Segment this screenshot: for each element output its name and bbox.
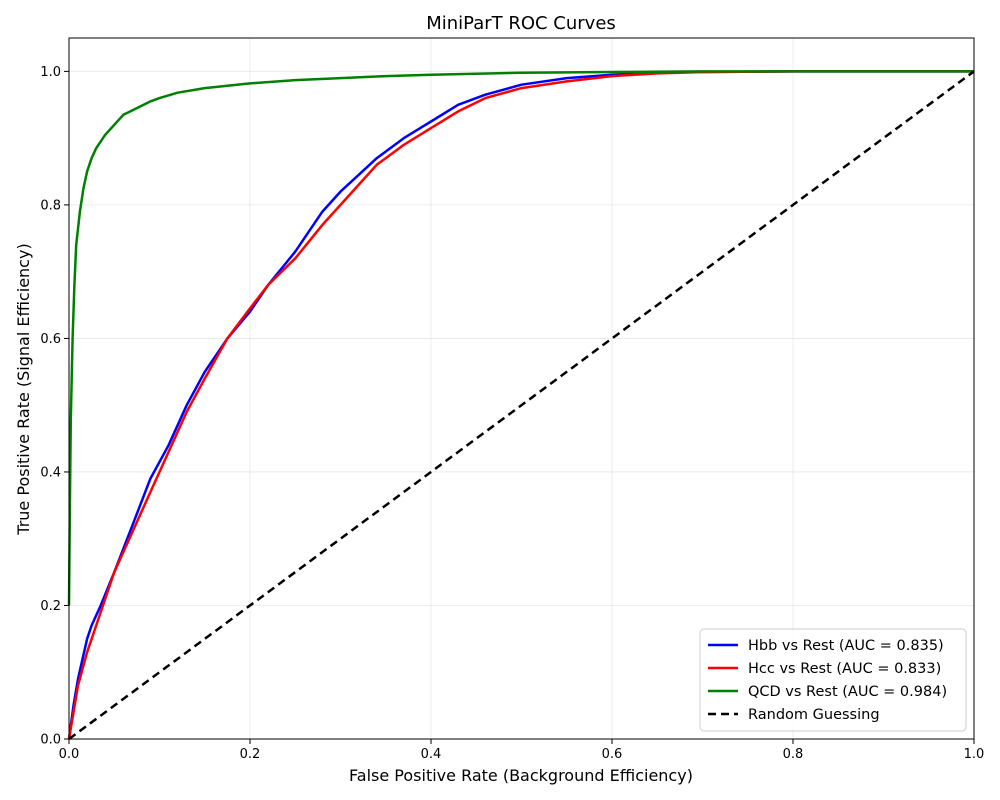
x-tick-label: 0.4 xyxy=(421,747,442,762)
x-tick-label: 0.8 xyxy=(783,747,804,762)
x-tick-label: 1.0 xyxy=(964,747,985,762)
y-tick-label: 0.6 xyxy=(40,332,61,347)
x-tick-label: 0.0 xyxy=(59,747,80,762)
plot-series xyxy=(67,70,975,741)
x-axis-label: False Positive Rate (Background Efficien… xyxy=(349,766,693,785)
x-tick-label: 0.2 xyxy=(240,747,261,762)
legend-box xyxy=(699,628,967,732)
legend-label-3: Random Guessing xyxy=(748,707,880,723)
legend: Hbb vs Rest (AUC = 0.835) Hcc vs Rest (AU… xyxy=(699,628,967,732)
chart-title: MiniParT ROC Curves xyxy=(426,13,616,34)
y-axis-label: True Positive Rate (Signal Efficiency) xyxy=(14,243,33,535)
y-tick-label: 0.0 xyxy=(40,733,61,748)
series-line-0 xyxy=(67,70,974,740)
legend-label-0: Hbb vs Rest (AUC = 0.835) xyxy=(748,638,944,654)
series-line-3 xyxy=(68,70,975,741)
grid xyxy=(68,38,975,740)
series-line-2 xyxy=(67,70,974,606)
axis-ticks: 0.0 0.2 0.4 0.6 0.8 1.0 0.0 0.2 0.4 0.6 0.8 1.0 xyxy=(40,65,984,762)
y-tick-label: 0.4 xyxy=(40,465,61,480)
y-tick-label: 0.2 xyxy=(40,599,61,614)
series-line-1 xyxy=(67,70,974,740)
legend-label-1: Hcc vs Rest (AUC = 0.833) xyxy=(748,661,941,677)
y-tick-label: 1.0 xyxy=(40,65,61,80)
x-tick-label: 0.6 xyxy=(602,747,623,762)
plot-frame xyxy=(68,37,975,740)
legend-label-2: QCD vs Rest (AUC = 0.984) xyxy=(748,684,947,700)
y-tick-label: 0.8 xyxy=(40,198,61,213)
